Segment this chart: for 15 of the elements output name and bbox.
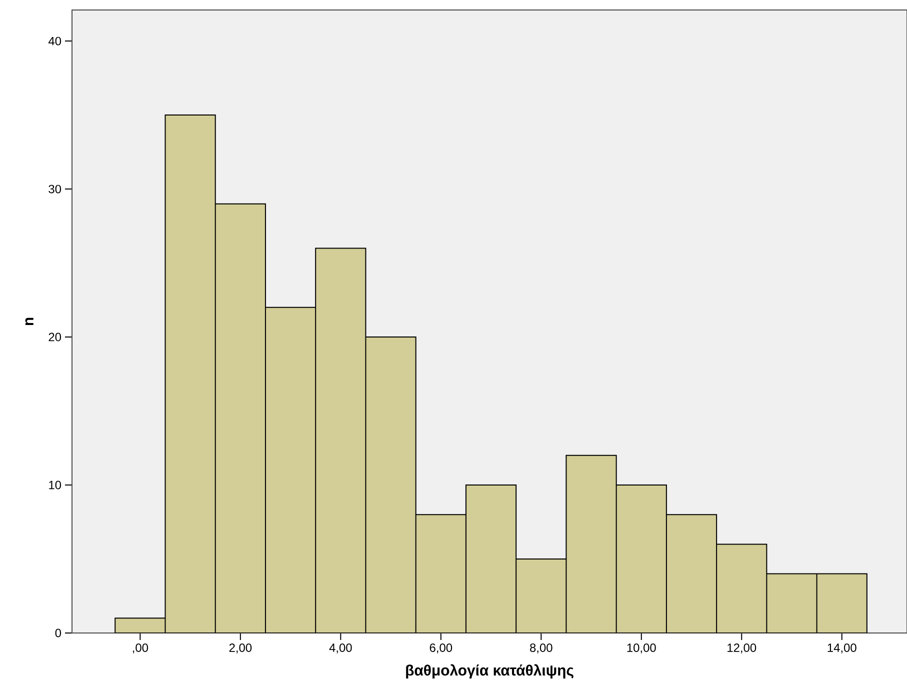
x-tick-label: ,00 [132, 644, 148, 654]
y-tick-label: 0 [55, 628, 62, 638]
x-tick-label: 10,00 [627, 644, 656, 654]
y-tick-label: 30 [48, 184, 62, 194]
x-tick-label: 6,00 [430, 644, 452, 654]
y-axis-title: n [25, 318, 34, 326]
x-tick-label: 4,00 [329, 644, 352, 654]
x-tick-label: 8,00 [530, 644, 552, 654]
x-axis-title: βαθμολογία κατάθλιψης [406, 664, 574, 679]
y-tick-label: 20 [48, 332, 62, 342]
x-tick-label: 14,00 [828, 644, 856, 654]
y-tick-label: 10 [49, 480, 62, 490]
y-tick-label: 40 [48, 36, 62, 46]
x-tick-label: 2,00 [229, 644, 252, 654]
x-tick-label: 12,00 [728, 644, 756, 654]
